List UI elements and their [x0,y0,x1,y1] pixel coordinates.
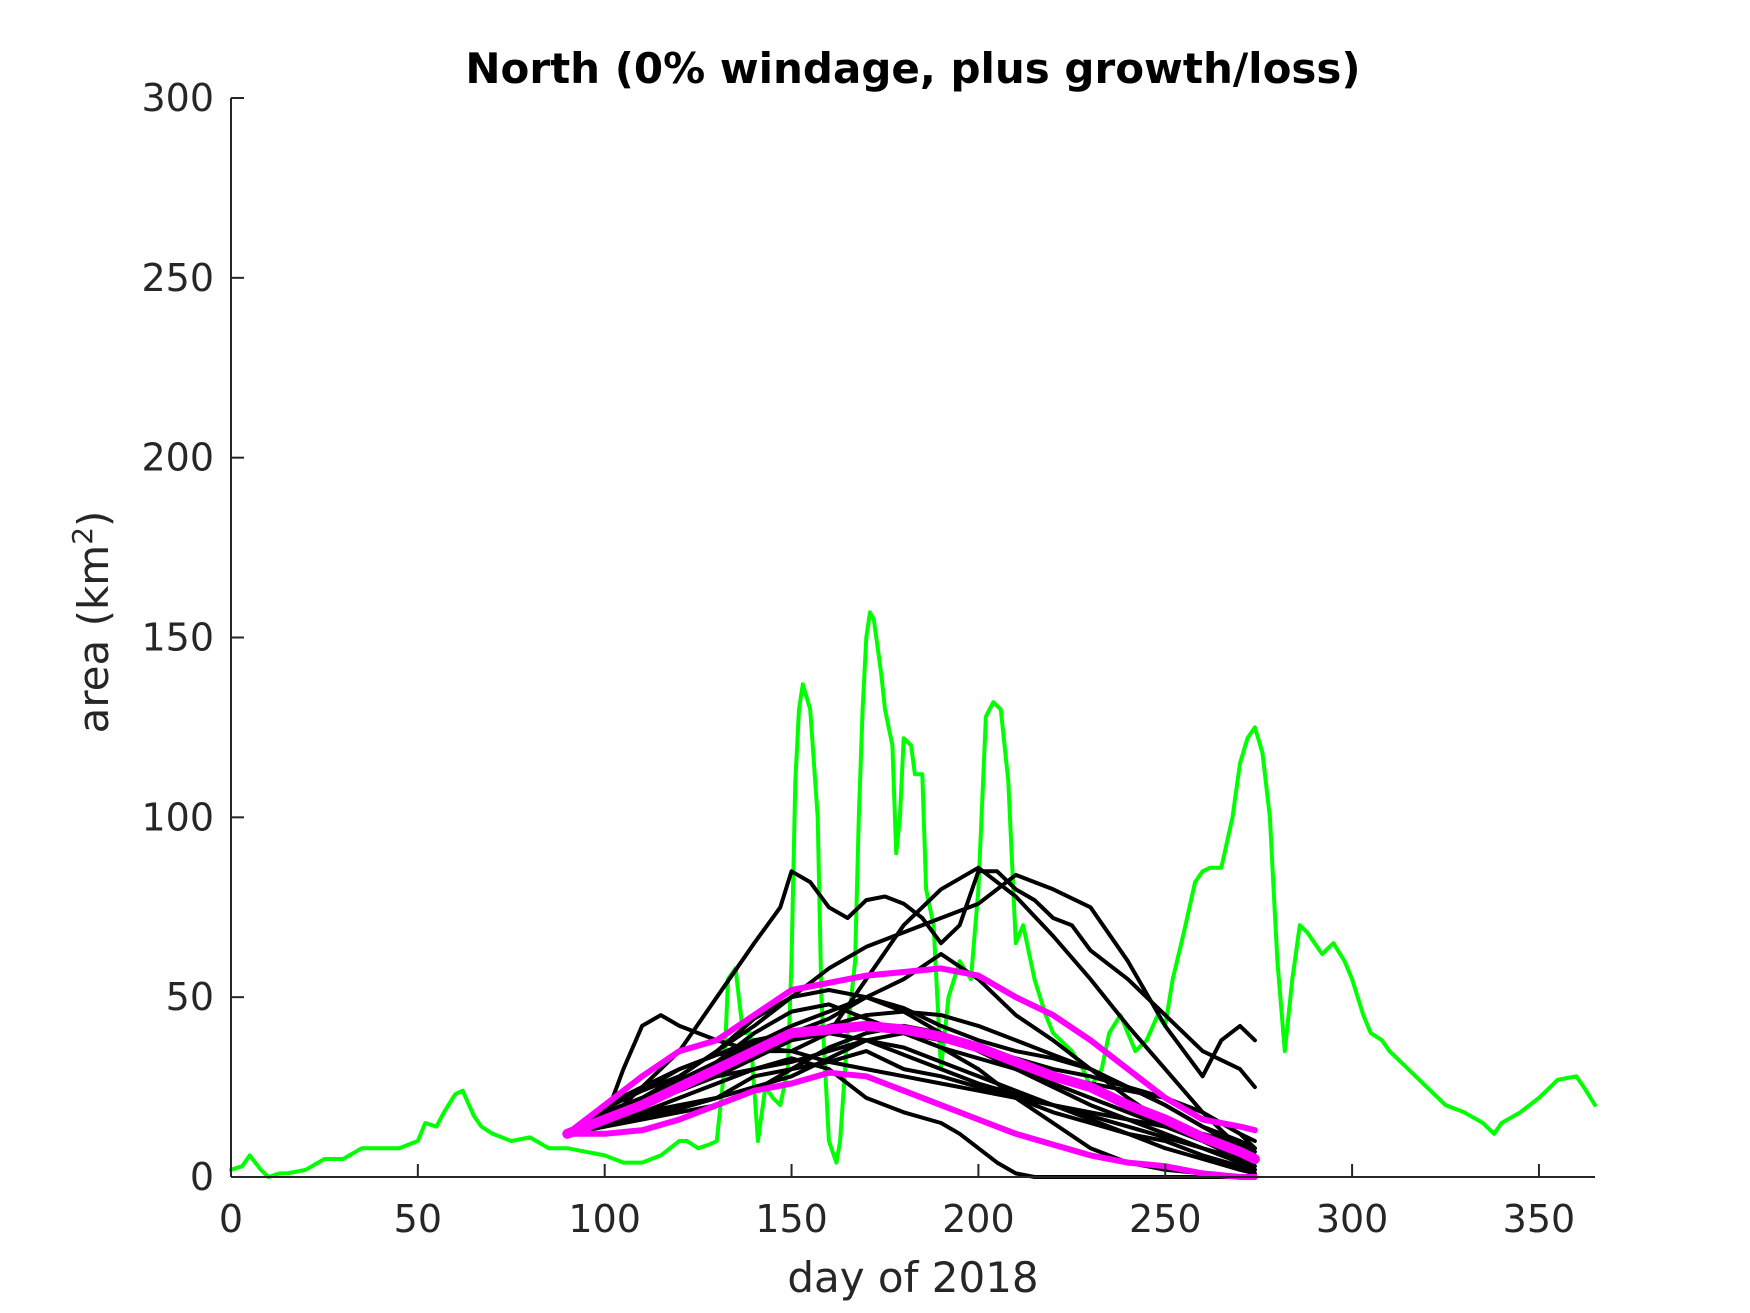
y-tick-label: 50 [166,975,214,1019]
chart-title: North (0% windage, plus growth/loss) [465,44,1360,93]
y-axis-label-close: ) [69,511,118,527]
x-tick-label: 100 [568,1197,641,1241]
x-tick-label: 300 [1316,1197,1389,1241]
ensemble-line-2 [565,865,1257,1161]
x-ticks: 0 50 100 150 200 250 300 350 [219,1164,1575,1241]
envelope-line-1 [562,1020,1260,1164]
ensemble-line-3 [565,872,1257,1136]
x-tick-label: 350 [1503,1197,1576,1241]
ensemble-line-1 [565,869,1257,1136]
x-tick-label: 250 [1129,1197,1202,1241]
y-tick-label: 300 [141,76,214,120]
ensemble-line-9 [565,1045,1257,1165]
observed-series-line [229,610,1597,1179]
y-tick-label: 0 [190,1155,214,1199]
y-tick-label: 250 [141,256,214,300]
x-tick-label: 0 [219,1197,243,1241]
x-tick-label: 50 [394,1197,442,1241]
ensemble-line-16 [565,1031,1257,1154]
y-axis-label: area (km2) [66,511,118,734]
y-axis-label-superscript: 2 [66,527,99,545]
envelope-line-3 [564,1069,1258,1180]
x-tick-label: 150 [755,1197,828,1241]
envelope-line-2 [564,965,1258,1137]
ensemble-line-5 [565,1049,1257,1172]
y-tick-label: 150 [141,616,214,660]
y-tick-label: 100 [141,795,214,839]
y-ticks: 0 50 100 150 200 250 300 [141,76,244,1199]
plot-area [229,610,1597,1180]
y-tick-label: 200 [141,436,214,480]
y-axis-label-text: area (km [69,545,118,734]
ensemble-line-14 [565,988,1257,1165]
x-tick-label: 200 [942,1197,1015,1241]
x-axis-label: day of 2018 [787,1253,1038,1302]
